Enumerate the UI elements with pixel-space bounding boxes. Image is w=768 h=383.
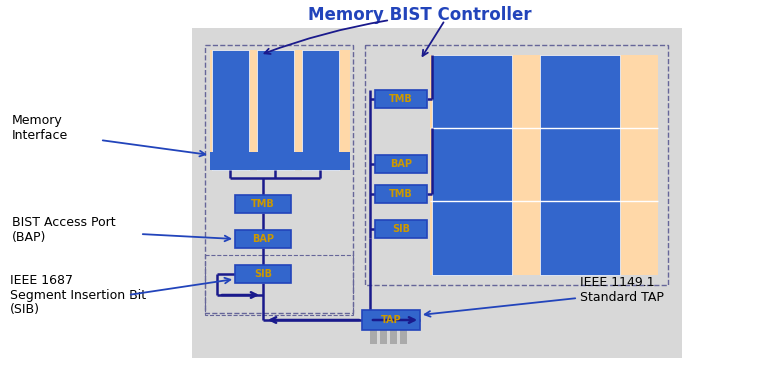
Bar <box>430 55 658 275</box>
Bar <box>375 155 427 173</box>
Text: BAP: BAP <box>390 159 412 169</box>
Text: IEEE 1687
Segment Insertion Bit
(SIB): IEEE 1687 Segment Insertion Bit (SIB) <box>10 273 146 316</box>
Bar <box>212 50 249 170</box>
Text: TAP: TAP <box>381 315 402 325</box>
Bar <box>400 330 407 344</box>
Bar <box>365 45 668 285</box>
Bar <box>375 90 427 108</box>
Text: BIST Access Port
(BAP): BIST Access Port (BAP) <box>12 216 116 244</box>
Text: TMB: TMB <box>389 189 413 199</box>
Bar <box>302 50 339 170</box>
Bar <box>432 55 512 275</box>
Bar <box>362 310 420 330</box>
Bar <box>257 50 294 170</box>
Bar <box>205 45 353 313</box>
Text: TMB: TMB <box>251 199 275 209</box>
Bar <box>390 330 397 344</box>
Text: TMB: TMB <box>389 94 413 104</box>
Bar <box>235 265 291 283</box>
Bar <box>235 195 291 213</box>
Bar <box>205 255 353 315</box>
Text: SIB: SIB <box>392 224 410 234</box>
Text: Memory BIST Controller: Memory BIST Controller <box>308 6 531 24</box>
Text: BAP: BAP <box>252 234 274 244</box>
Bar <box>375 185 427 203</box>
Bar <box>210 50 350 170</box>
Text: Memory
Interface: Memory Interface <box>12 114 68 142</box>
Bar <box>370 330 377 344</box>
Bar <box>235 230 291 248</box>
Bar <box>192 28 682 358</box>
Bar <box>540 55 620 275</box>
Text: IEEE 1149.1
Standard TAP: IEEE 1149.1 Standard TAP <box>580 276 664 304</box>
Text: SIB: SIB <box>254 269 272 279</box>
Bar <box>375 220 427 238</box>
Bar <box>380 330 387 344</box>
Bar <box>210 152 350 170</box>
